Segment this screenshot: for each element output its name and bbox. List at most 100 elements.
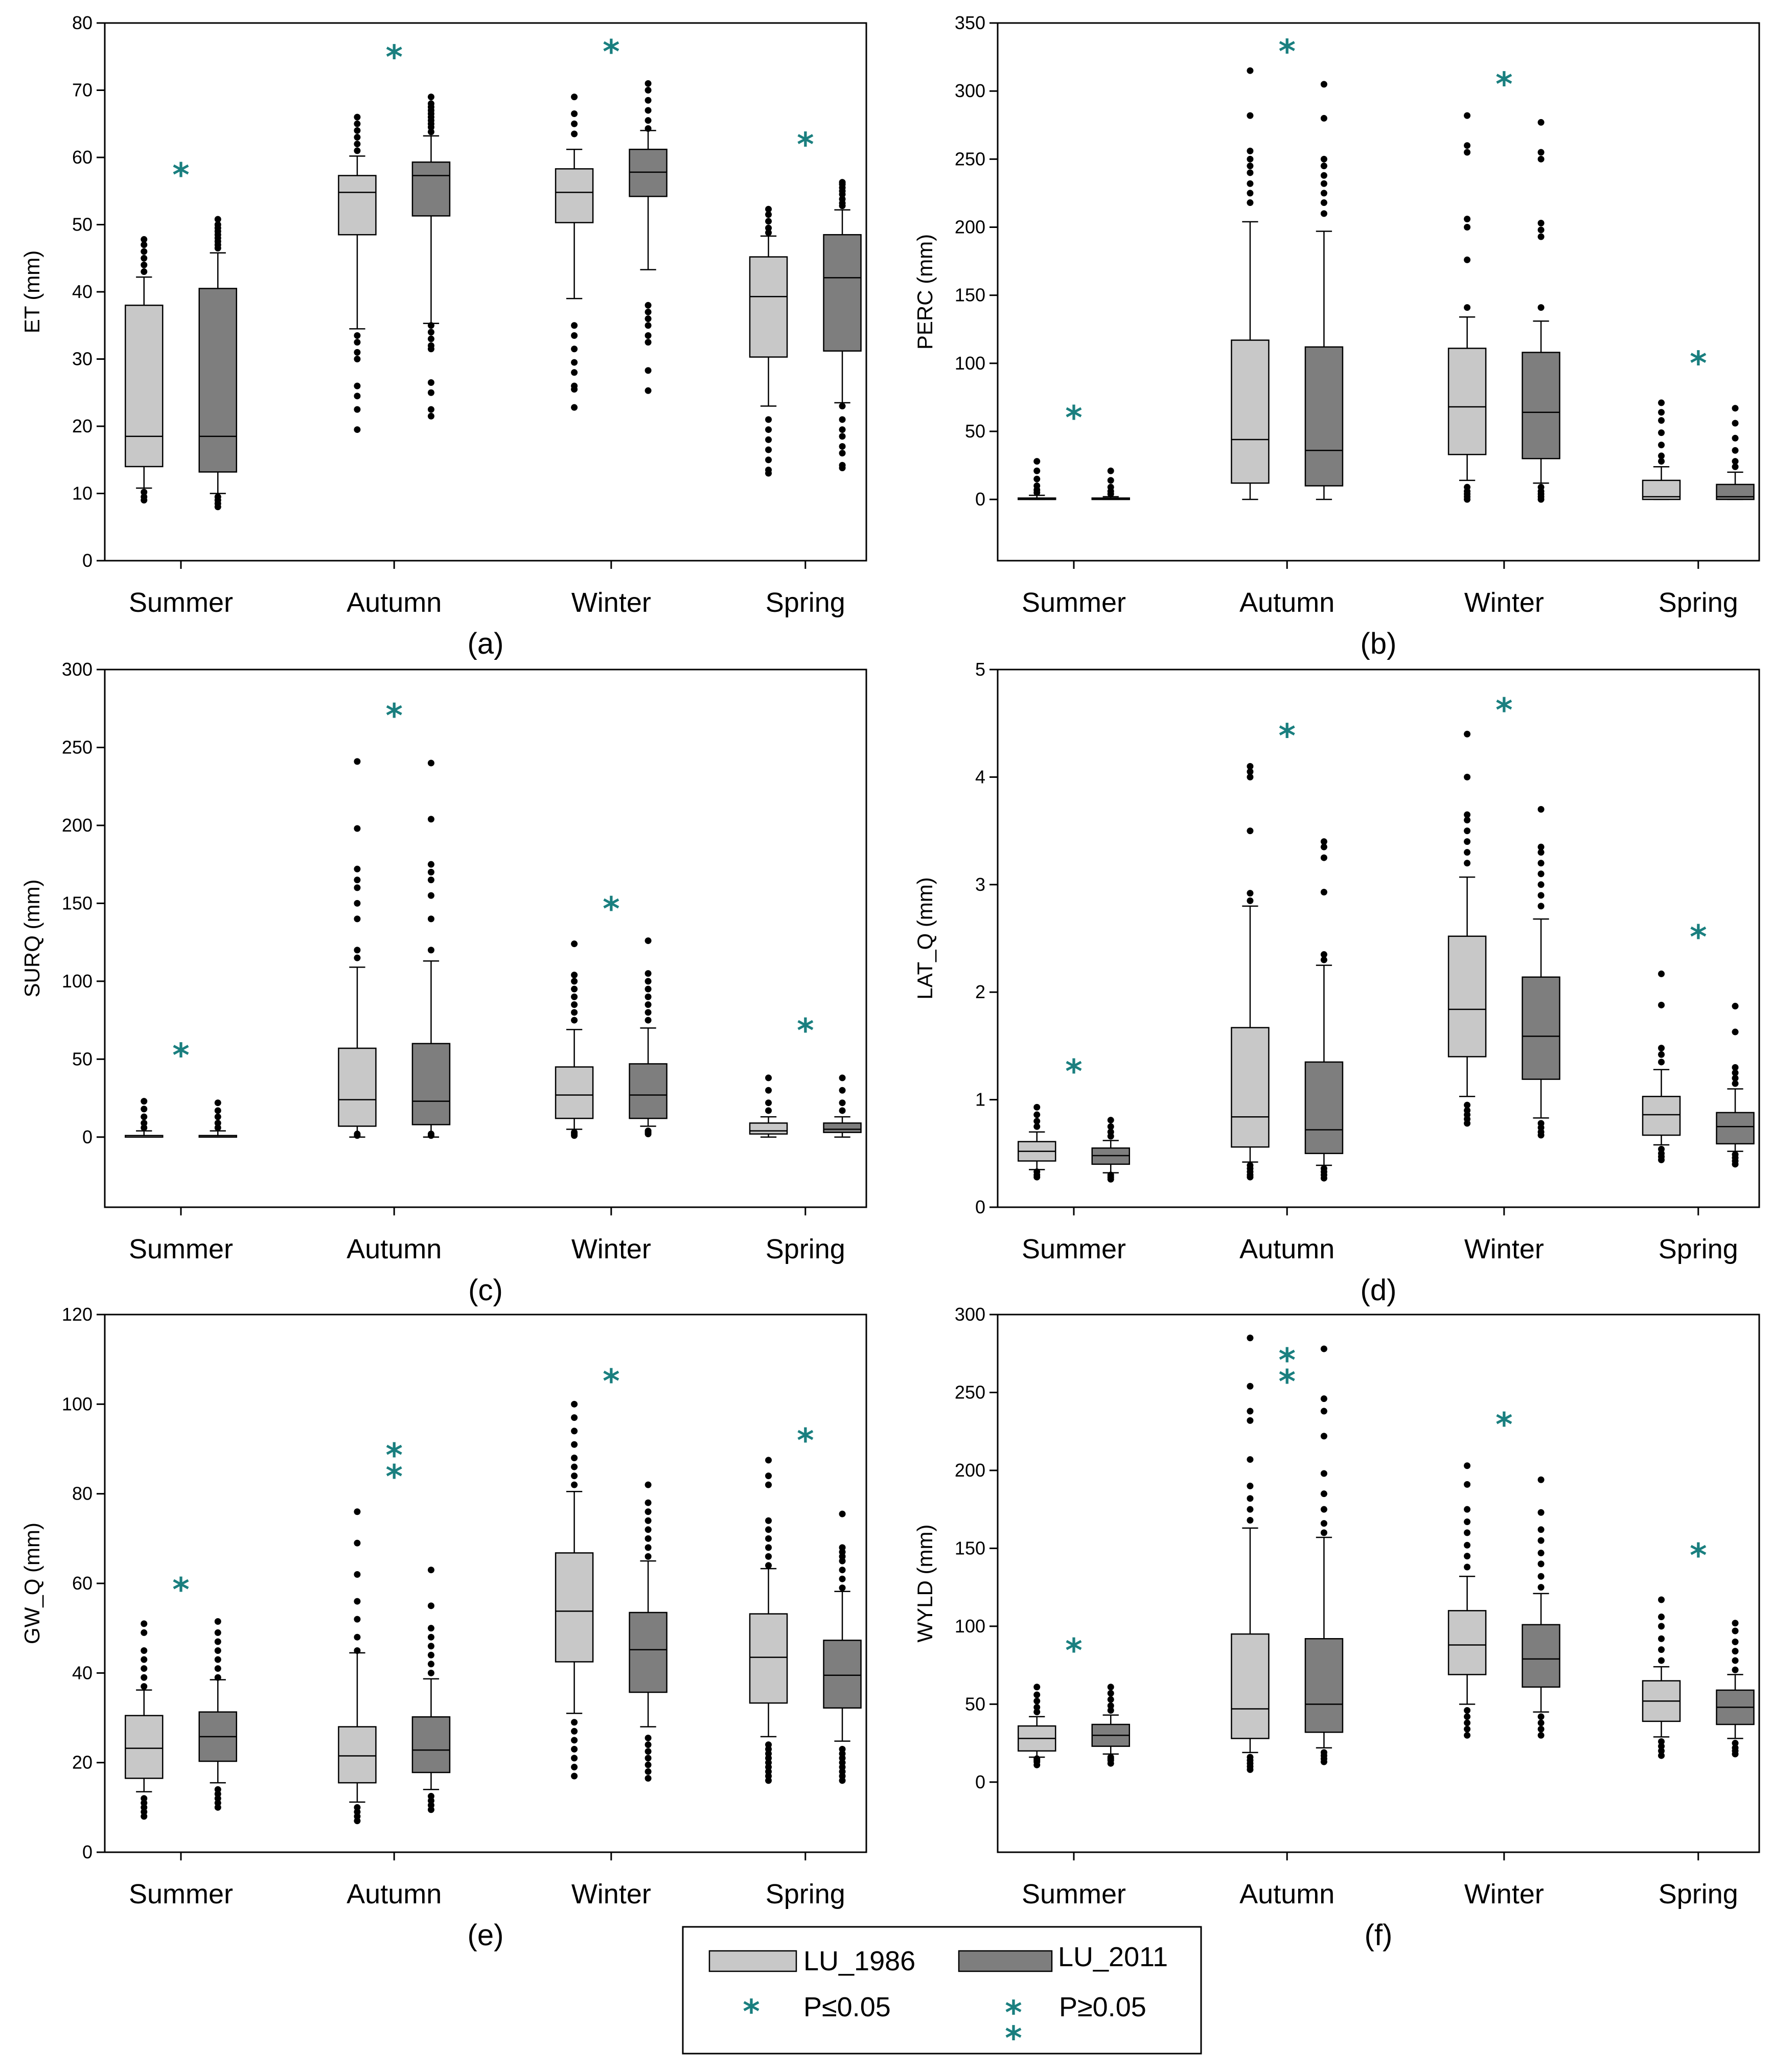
outlier-point xyxy=(1537,849,1545,856)
outlier-point xyxy=(354,113,361,121)
y-tick-label: 2 xyxy=(975,981,985,1002)
box-iqr xyxy=(1447,1610,1487,1675)
outlier-point xyxy=(354,356,361,362)
box-lu_2011-summer xyxy=(1091,1684,1131,1767)
y-tick-label: 100 xyxy=(62,1393,93,1414)
outlier-point xyxy=(839,1584,846,1592)
outlier-point xyxy=(354,1508,361,1515)
x-tick-label: Summer xyxy=(129,1234,233,1264)
outlier-point xyxy=(1247,1383,1254,1390)
outlier-point xyxy=(644,315,652,323)
outlier-point xyxy=(427,1625,434,1632)
outlier-point xyxy=(765,218,772,225)
outlier-point xyxy=(354,758,361,765)
outlier-point xyxy=(427,128,434,135)
outlier-point xyxy=(644,1526,652,1533)
box-iqr xyxy=(124,305,164,468)
outlier-point xyxy=(1320,210,1327,217)
outlier-point xyxy=(354,947,361,954)
outlier-point xyxy=(1658,1001,1665,1008)
x-tick-label: Winter xyxy=(571,1234,651,1264)
outlier-point xyxy=(1658,1145,1665,1153)
outlier-point xyxy=(644,937,652,945)
x-tick-label: Winter xyxy=(1464,587,1544,618)
y-tick-label: 250 xyxy=(955,1382,985,1402)
x-tick-label: Summer xyxy=(1022,1879,1126,1909)
outlier-point xyxy=(765,1517,772,1524)
y-tick-label: 150 xyxy=(955,1537,985,1558)
legend-label-p-le: P≤0.05 xyxy=(803,1992,891,2022)
box-lu_2011-spring xyxy=(823,179,862,472)
outlier-point xyxy=(1320,81,1327,88)
outlier-point xyxy=(1537,149,1545,156)
plot-area xyxy=(997,22,1760,562)
y-tick-label: 100 xyxy=(62,971,93,992)
outlier-point xyxy=(1247,897,1254,904)
significance-star: * xyxy=(1278,1342,1295,1380)
outlier-point xyxy=(765,416,772,423)
outlier-point xyxy=(1658,1747,1665,1755)
outlier-point xyxy=(1658,1614,1665,1621)
outlier-point xyxy=(1537,1526,1545,1533)
outlier-point xyxy=(1320,951,1327,958)
outlier-point xyxy=(644,970,652,977)
outlier-point xyxy=(1033,475,1041,482)
box-lu_1986-spring xyxy=(749,1074,788,1138)
panel-label: (d) xyxy=(1361,1274,1397,1307)
box-lu_2011-winter xyxy=(629,1481,667,1782)
outlier-point xyxy=(839,1567,846,1574)
significance-star: * xyxy=(797,126,814,164)
outlier-point xyxy=(214,493,221,500)
y-tick-label: 0 xyxy=(975,1771,985,1792)
outlier-point xyxy=(765,1526,772,1533)
y-tick-label: 20 xyxy=(72,1752,93,1773)
outlier-point xyxy=(839,1575,846,1582)
outlier-point xyxy=(1537,1719,1545,1726)
y-tick-label: 250 xyxy=(955,148,985,169)
outlier-point xyxy=(644,387,652,394)
outlier-point xyxy=(1732,1075,1739,1082)
outlier-point xyxy=(839,1510,846,1517)
outlier-point xyxy=(644,339,652,346)
outlier-point xyxy=(1464,142,1471,149)
plot-area xyxy=(997,669,1760,1208)
chart-panel-4: 0 1 2 3 4 5 LAT_Q (mm) Summer Autumn Winter Spring… xyxy=(913,659,1760,1307)
outlier-point xyxy=(1247,163,1254,170)
outlier-point xyxy=(141,1665,148,1672)
outlier-point xyxy=(571,1728,578,1735)
outlier-point xyxy=(839,433,846,440)
x-tick-label: Autumn xyxy=(1239,1234,1334,1264)
outlier-point xyxy=(1658,1657,1665,1664)
box-lu_1986-summer xyxy=(124,1098,164,1138)
outlier-point xyxy=(214,1665,221,1672)
outlier-point xyxy=(1537,870,1545,878)
outlier-point xyxy=(765,1535,772,1542)
outlier-point xyxy=(839,450,846,457)
x-tick-label: Autumn xyxy=(1239,587,1334,618)
outlier-point xyxy=(839,179,846,186)
outlier-point xyxy=(644,80,652,87)
outlier-point xyxy=(1320,1165,1327,1172)
outlier-point xyxy=(1247,763,1254,770)
outlier-point xyxy=(354,426,361,433)
outlier-point xyxy=(765,1741,772,1748)
outlier-point xyxy=(1033,1703,1041,1711)
outlier-point xyxy=(1537,1537,1545,1544)
significance-star: * xyxy=(1278,33,1295,71)
outlier-point xyxy=(1033,458,1041,465)
outlier-point xyxy=(1247,773,1254,780)
outlier-point xyxy=(1658,1051,1665,1058)
outlier-point xyxy=(765,1481,772,1488)
outlier-point xyxy=(571,322,578,329)
y-axis-label: GW_Q (mm) xyxy=(20,1523,44,1644)
outlier-point xyxy=(1033,1118,1041,1125)
significance-star: * xyxy=(1278,718,1295,755)
outlier-point xyxy=(1033,1709,1041,1716)
outlier-point xyxy=(1537,1732,1545,1739)
outlier-point xyxy=(571,1772,578,1780)
outlier-point xyxy=(571,1414,578,1421)
outlier-point xyxy=(571,1017,578,1024)
outlier-point xyxy=(1658,442,1665,449)
outlier-point xyxy=(644,1017,652,1024)
outlier-point xyxy=(214,1674,221,1681)
